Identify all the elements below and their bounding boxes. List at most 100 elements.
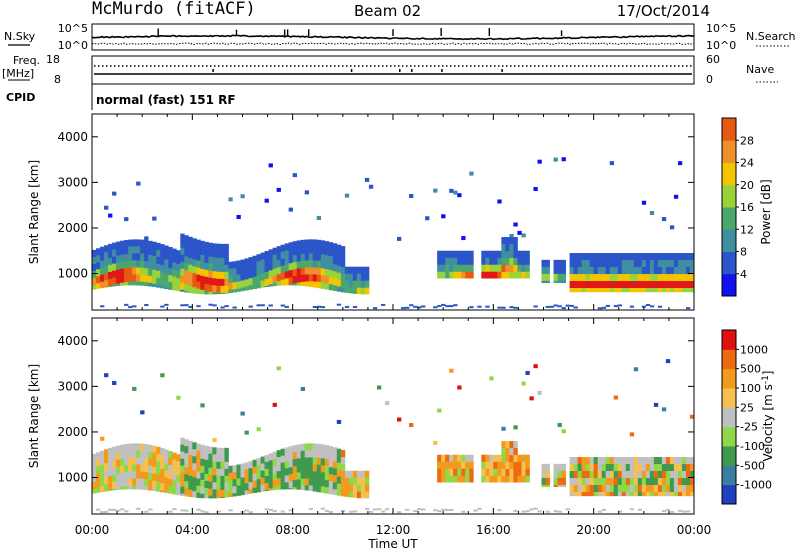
heat-cell bbox=[272, 465, 278, 474]
heat-cell bbox=[601, 478, 607, 486]
heat-cell bbox=[248, 257, 253, 265]
heat-cell bbox=[328, 446, 334, 454]
heat-cell bbox=[521, 264, 526, 273]
heat-cell bbox=[200, 444, 205, 453]
heat-cell bbox=[100, 305, 105, 308]
heat-cell bbox=[212, 257, 217, 265]
heat-cell bbox=[352, 510, 358, 513]
heat-cell bbox=[172, 466, 177, 474]
heat-cell bbox=[292, 283, 298, 286]
heat-cell bbox=[625, 253, 631, 261]
heat-cell bbox=[320, 254, 326, 262]
heat-cell bbox=[641, 471, 647, 479]
heat-cell bbox=[124, 217, 129, 222]
heat-cell bbox=[637, 492, 643, 497]
heat-cell bbox=[132, 464, 137, 472]
heat-cell bbox=[160, 279, 165, 287]
heat-cell bbox=[681, 288, 687, 293]
heat-cell bbox=[617, 304, 623, 307]
heat-cell bbox=[216, 447, 221, 456]
heat-cell bbox=[613, 305, 619, 308]
heat-cell bbox=[517, 454, 522, 463]
heat-cell bbox=[449, 475, 454, 483]
heat-cell bbox=[653, 457, 659, 465]
heat-cell bbox=[324, 283, 330, 290]
cpid-value: normal (fast) 151 RF bbox=[96, 93, 236, 107]
nsky-series bbox=[91, 27, 695, 46]
y-tick-label: 3000 bbox=[57, 175, 88, 189]
heat-cell bbox=[344, 287, 350, 293]
heat-cell bbox=[561, 470, 566, 479]
heat-cell bbox=[188, 475, 193, 484]
heat-cell bbox=[276, 246, 282, 254]
heat-cell bbox=[380, 510, 386, 513]
heat-cell bbox=[360, 287, 366, 295]
heat-cell bbox=[669, 253, 675, 261]
heat-cell bbox=[465, 468, 470, 477]
heat-cell bbox=[196, 450, 201, 459]
heat-cell bbox=[497, 461, 502, 470]
heat-cell bbox=[689, 288, 695, 293]
heat-cell bbox=[577, 457, 583, 465]
heat-cell bbox=[681, 471, 687, 479]
heat-cell bbox=[593, 260, 599, 268]
heat-cell bbox=[661, 492, 667, 497]
heat-cell bbox=[657, 457, 663, 465]
heat-cell bbox=[116, 466, 121, 474]
heat-cell bbox=[196, 260, 201, 269]
heat-cell bbox=[617, 267, 623, 275]
heat-cell bbox=[184, 242, 189, 250]
heat-cell bbox=[497, 475, 502, 483]
heat-cell bbox=[601, 253, 607, 261]
heat-cell bbox=[292, 445, 298, 453]
heat-cell bbox=[196, 246, 201, 255]
heat-cell bbox=[629, 464, 635, 472]
heat-cell bbox=[517, 271, 522, 279]
heat-cell bbox=[308, 253, 314, 261]
heat-cell bbox=[220, 271, 225, 280]
heat-cell bbox=[457, 257, 462, 266]
heat-cell bbox=[633, 471, 639, 479]
heat-cell bbox=[581, 471, 587, 479]
heat-cell bbox=[156, 277, 161, 286]
heat-cell bbox=[292, 241, 298, 249]
heat-cell bbox=[316, 260, 322, 269]
heat-cell bbox=[208, 488, 213, 497]
heat-cell bbox=[104, 280, 109, 288]
colorbar-swatch bbox=[722, 426, 736, 447]
colorbar-frame bbox=[721, 329, 737, 505]
heat-cell bbox=[673, 288, 679, 293]
heat-cell bbox=[553, 259, 558, 268]
heat-cell bbox=[621, 492, 627, 497]
heat-cell bbox=[92, 467, 97, 476]
heat-cell bbox=[505, 251, 510, 259]
heat-cell bbox=[204, 248, 209, 257]
heat-cell bbox=[633, 367, 639, 372]
heat-cell bbox=[188, 468, 193, 477]
heat-cell bbox=[292, 480, 298, 488]
heat-cell bbox=[561, 429, 566, 434]
heat-cell bbox=[248, 305, 253, 308]
heat-cell bbox=[352, 477, 358, 486]
heat-cell bbox=[589, 471, 595, 479]
heat-cell bbox=[457, 385, 462, 390]
heat-cell bbox=[453, 475, 458, 483]
heat-cell bbox=[657, 260, 663, 268]
heat-cell bbox=[573, 274, 579, 282]
heat-cell bbox=[629, 492, 635, 497]
heat-cell bbox=[196, 274, 201, 283]
heat-cell bbox=[673, 478, 679, 486]
heat-cell bbox=[340, 274, 346, 282]
heat-cell bbox=[521, 461, 526, 470]
heat-cell bbox=[164, 280, 169, 288]
heat-cell bbox=[316, 253, 322, 262]
heat-cell bbox=[585, 267, 591, 275]
heat-cell bbox=[689, 485, 695, 493]
heat-cell bbox=[336, 279, 342, 288]
heat-cell bbox=[352, 273, 358, 282]
heat-cell bbox=[304, 281, 310, 287]
heat-cell bbox=[673, 194, 679, 199]
heat-cell bbox=[537, 510, 542, 513]
heat-cell bbox=[232, 282, 237, 290]
heat-cell bbox=[601, 508, 607, 511]
